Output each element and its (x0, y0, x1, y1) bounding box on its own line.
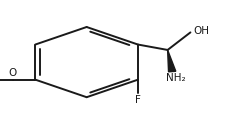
Text: OH: OH (192, 26, 208, 36)
Text: F: F (134, 95, 140, 105)
Polygon shape (167, 50, 175, 72)
Text: O: O (8, 68, 17, 78)
Text: NH₂: NH₂ (166, 73, 185, 83)
